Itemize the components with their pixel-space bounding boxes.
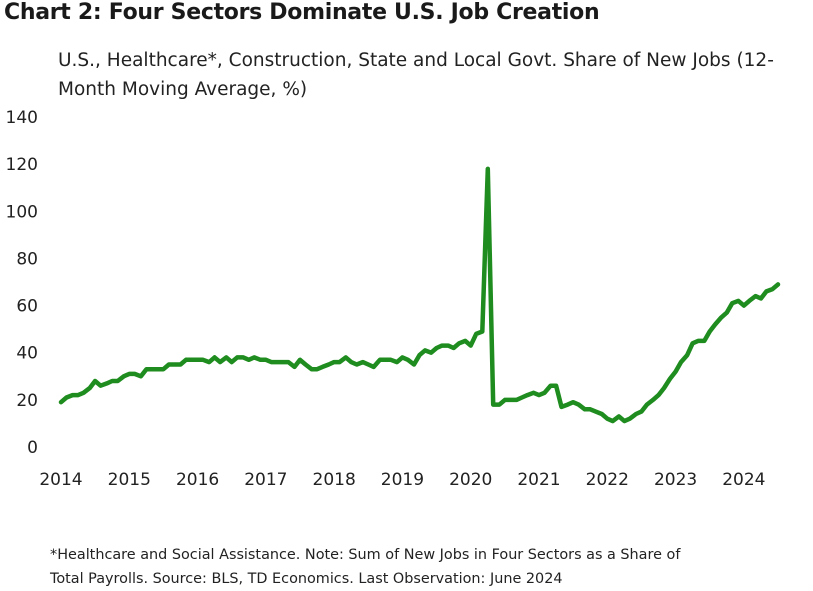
series-line — [58, 166, 781, 424]
x-tick-label: 2024 — [722, 470, 765, 490]
x-tick-label: 2014 — [39, 470, 82, 490]
x-axis-ticks: 2014 2015 2016 2017 2018 2019 2020 2021 2022 2023… — [39, 470, 765, 490]
chart-subtitle: U.S., Healthcare*, Construction, State a… — [58, 50, 774, 100]
x-tick-label: 2023 — [654, 470, 697, 490]
y-tick-label: 80 — [16, 249, 38, 269]
y-tick-label: 60 — [16, 297, 38, 317]
x-tick-label: 2020 — [449, 470, 492, 490]
x-tick-label: 2019 — [381, 470, 424, 490]
y-tick-label: 20 — [16, 391, 38, 411]
x-tick-label: 2017 — [244, 470, 287, 490]
y-tick-label: 140 — [6, 108, 38, 128]
footnote-line-1: *Healthcare and Social Assistance. Note:… — [50, 547, 681, 563]
footnote-line-2: Total Payrolls. Source: BLS, TD Economic… — [50, 571, 563, 587]
y-tick-label: 100 — [6, 202, 38, 222]
x-tick-label: 2015 — [108, 470, 151, 490]
series-group — [58, 166, 781, 424]
x-tick-label: 2022 — [586, 470, 629, 490]
x-tick-label: 2021 — [517, 470, 560, 490]
y-tick-label: 40 — [16, 344, 38, 364]
x-tick-label: 2018 — [313, 470, 356, 490]
y-tick-label: 120 — [6, 155, 38, 175]
chart-title: Chart 2: Four Sectors Dominate U.S. Job … — [4, 0, 600, 25]
y-axis-ticks: 0 20 40 60 80 100 120 140 — [6, 108, 38, 458]
x-tick-label: 2016 — [176, 470, 219, 490]
chart-footnote: *Healthcare and Social Assistance. Note:… — [50, 543, 810, 591]
y-tick-label: 0 — [27, 438, 38, 458]
